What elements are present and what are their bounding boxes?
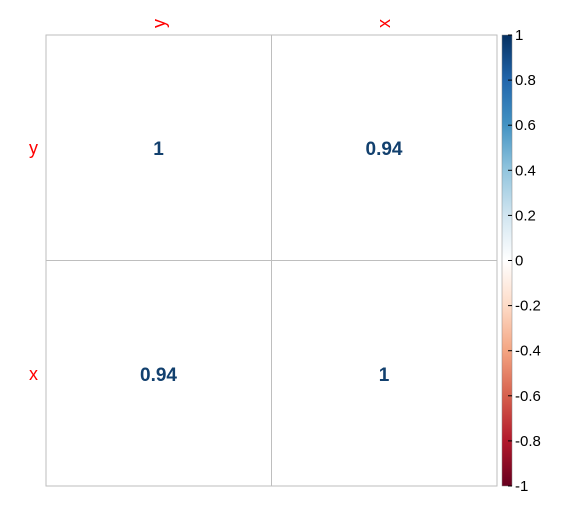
colorbar: 1 0.8 0.6 0.4 0.2 0 -0.2 -0.4 -0.6 -0.8 -1 — [501, 27, 541, 495]
colorbar-tick-label: 1 — [515, 27, 523, 44]
row-labels: y x — [29, 138, 38, 384]
cell-value-x-y: 0.94 — [140, 365, 177, 386]
colorbar-tick-label: -0.4 — [515, 343, 541, 360]
colorbar-tick-label: -0.6 — [515, 388, 541, 405]
colorbar-tick-label: 0 — [515, 253, 523, 270]
column-labels: y x — [149, 19, 394, 28]
colorbar-tick-label: -1 — [515, 478, 528, 495]
colorbar-ticks: 1 0.8 0.6 0.4 0.2 0 -0.2 -0.4 -0.6 -0.8 -1 — [508, 27, 541, 495]
cell-values: 1 0.94 0.94 1 — [140, 139, 403, 386]
cell-value-y-x: 0.94 — [366, 139, 403, 160]
plot-area — [45, 34, 498, 487]
cell-value-x-x: 1 — [379, 365, 390, 386]
colorbar-tick-label: -0.8 — [515, 433, 541, 450]
row-label-x: x — [29, 364, 38, 384]
col-label-y: y — [149, 19, 169, 28]
colorbar-tick-label: 0.4 — [515, 162, 536, 179]
col-label-x: x — [374, 19, 394, 28]
row-label-y: y — [29, 138, 38, 158]
colorbar-tick-label: 0.6 — [515, 117, 536, 134]
cell-value-y-y: 1 — [153, 139, 164, 160]
colorbar-tick-label: 0.2 — [515, 207, 536, 224]
colorbar-tick-label: 0.8 — [515, 72, 536, 89]
colorbar-tick-label: -0.2 — [515, 298, 541, 315]
